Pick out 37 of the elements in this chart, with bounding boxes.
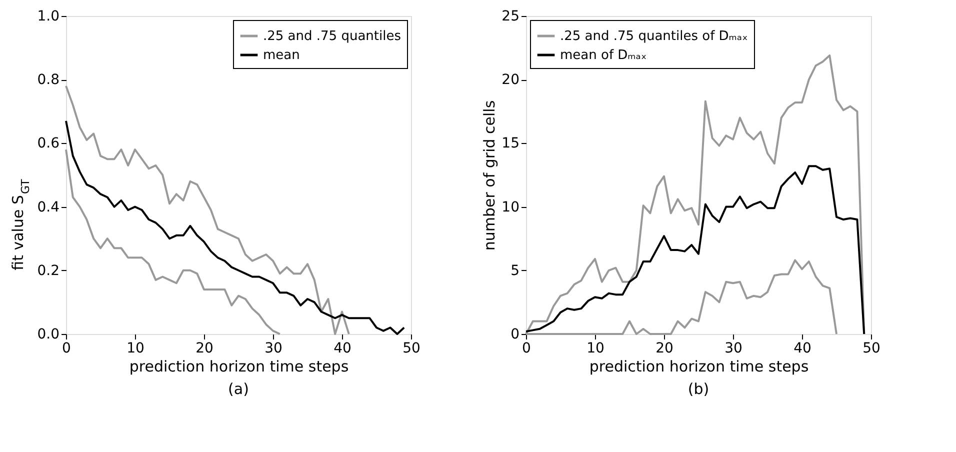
- y-tick-label: 1.0: [37, 8, 60, 24]
- y-tick-label: 0.8: [37, 72, 60, 88]
- y-axis-title: number of grid cells: [480, 100, 499, 251]
- x-tick-label: 10: [126, 340, 144, 356]
- x-tick-label: 10: [586, 340, 604, 356]
- y-tick-label: 20: [502, 72, 520, 88]
- legend-label: .25 and .75 quantiles: [263, 29, 402, 44]
- y-tick-label: 0.0: [37, 326, 60, 342]
- x-tick-label: 0: [62, 340, 71, 356]
- x-tick-label: 50: [862, 340, 880, 356]
- y-tick-label: 15: [502, 136, 520, 152]
- y-tick-label: 25: [502, 8, 520, 24]
- y-tick-label: 0.2: [37, 262, 60, 279]
- x-tick-label: 40: [794, 340, 812, 356]
- y-tick-label: 0: [510, 326, 520, 342]
- x-tick-label: 50: [402, 340, 420, 356]
- x-tick-label: 0: [522, 340, 531, 356]
- x-tick-label: 30: [264, 340, 282, 356]
- line-series: [65, 120, 406, 335]
- y-tick-label: 10: [502, 199, 520, 216]
- legend-label: mean: [263, 48, 300, 63]
- legend-label: .25 and .75 quantiles of Dₘₐₓ: [560, 29, 748, 44]
- line-series: [65, 148, 281, 335]
- x-tick-label: 20: [196, 340, 214, 356]
- y-axis-title: fit value SGT: [9, 178, 32, 270]
- y-tick-label: 0.6: [37, 136, 60, 152]
- legend-label: mean of Dₘₐₓ: [560, 48, 647, 63]
- x-tick-label: 30: [724, 340, 742, 356]
- y-tick-label: 5: [510, 262, 520, 279]
- x-tick-label: 20: [656, 340, 674, 356]
- x-axis-title: prediction horizon time steps: [129, 358, 349, 376]
- x-tick-label: 40: [334, 340, 352, 356]
- text: (a): [228, 380, 249, 398]
- y-tick-label: 0.4: [37, 199, 60, 216]
- text: (b): [688, 380, 710, 398]
- x-axis-title: prediction horizon time steps: [589, 358, 809, 376]
- line-series: [65, 84, 350, 335]
